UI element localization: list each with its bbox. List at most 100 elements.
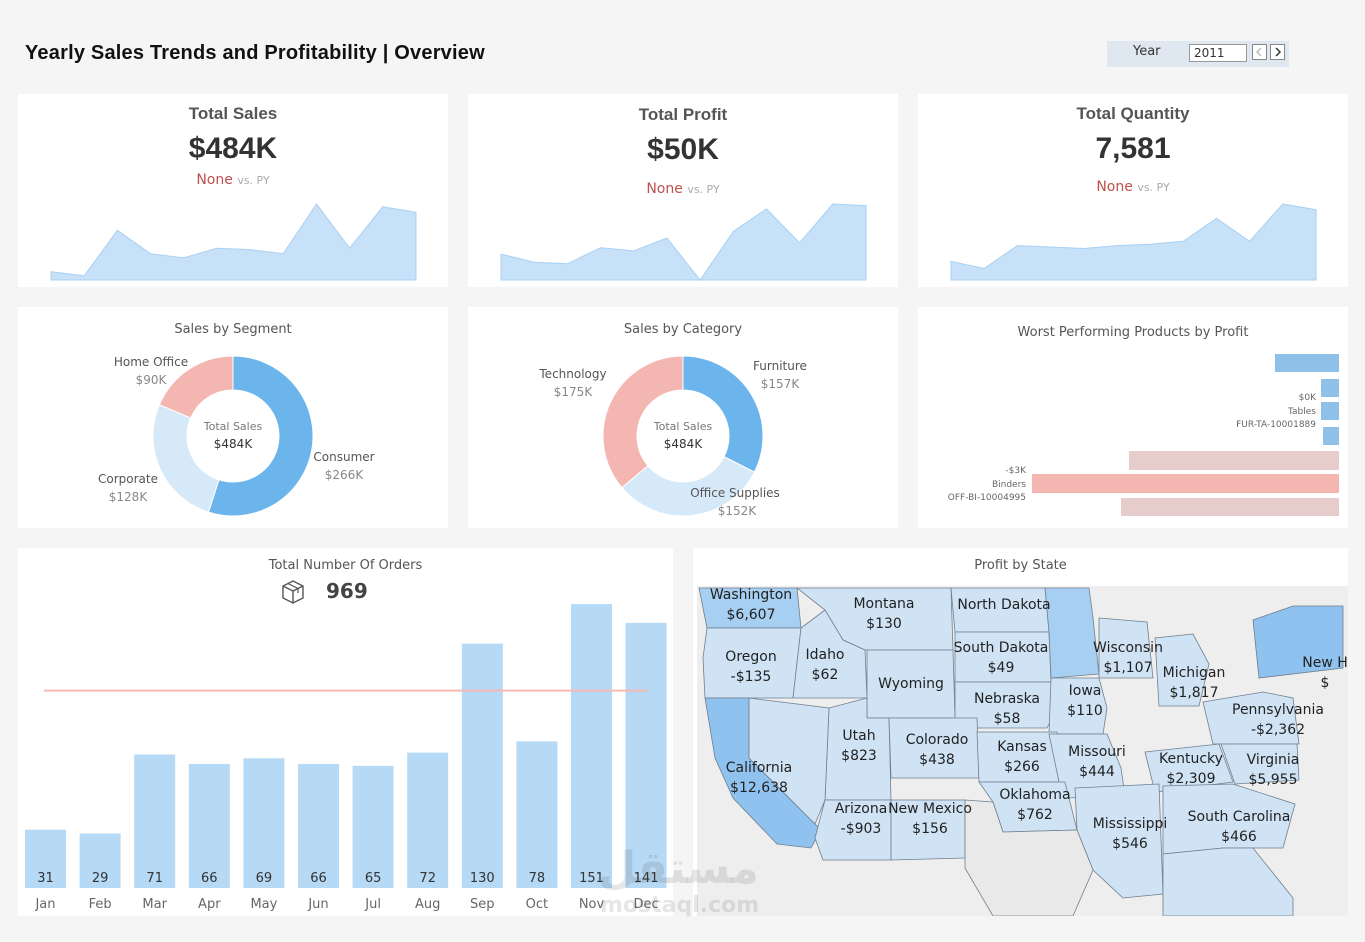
- state-profit-label: $2,309: [1167, 771, 1216, 787]
- orders-title: Total Number Of Orders: [268, 558, 423, 573]
- slice-value-office-supplies: $152K: [718, 504, 758, 518]
- worst-product-label: $0K: [1299, 393, 1317, 403]
- orders-bar-chart: 31 Jan 29 Feb 71 Mar 66 Apr 69 May 66 Jun 65 Jul 72 Aug…: [25, 604, 667, 912]
- chevron-left-icon[interactable]: [1252, 44, 1267, 60]
- state-arizona[interactable]: [814, 799, 892, 861]
- state-name-label: South Dakota: [954, 640, 1049, 656]
- year-filter: Year 2011: [1107, 41, 1289, 67]
- state-profit-label: $1,107: [1104, 660, 1153, 676]
- kpi-card-total-profit: Total Profit $50K None vs. PY: [468, 94, 898, 287]
- state-name-label: Washington: [710, 587, 792, 603]
- orders-bar-oct[interactable]: [516, 741, 558, 888]
- state-name-label: Oregon: [725, 649, 776, 665]
- kpi-title: Total Profit: [638, 105, 728, 124]
- state-profit-label: $823: [841, 748, 877, 764]
- sales-by-segment-panel: Sales by Segment Total Sales $484K Home …: [18, 307, 448, 528]
- donut-center-value: $484K: [664, 437, 704, 451]
- state-georgia-florida[interactable]: [1162, 847, 1294, 916]
- profit-by-state-panel: Profit by State: [693, 548, 1348, 916]
- orders-bar-value: 66: [201, 871, 218, 886]
- worst-product-bar[interactable]: [1321, 379, 1339, 397]
- orders-bar-value: 151: [579, 871, 604, 886]
- orders-bar-apr[interactable]: [188, 763, 230, 888]
- state-profit-label: $5,955: [1249, 772, 1298, 788]
- orders-bar-jun[interactable]: [298, 763, 339, 888]
- orders-bar-may[interactable]: [243, 758, 285, 888]
- worst-product-bar[interactable]: [1321, 402, 1339, 420]
- state-kentucky[interactable]: [1144, 743, 1234, 793]
- state-colorado[interactable]: [888, 717, 980, 779]
- donut-slice-office-supplies[interactable]: [621, 456, 756, 517]
- watermark-arabic: مستقل: [598, 843, 759, 894]
- orders-bar-value: 65: [365, 871, 382, 886]
- kpi-title: Total Quantity: [1076, 104, 1190, 123]
- donut-slice-consumer[interactable]: [207, 355, 314, 517]
- worst-products-title: Worst Performing Products by Profit: [1017, 325, 1249, 340]
- state-name-label: Wisconsin: [1093, 640, 1163, 656]
- package-icon: [282, 580, 304, 604]
- slice-label-office-supplies: Office Supplies: [690, 486, 780, 500]
- state-michigan[interactable]: [1154, 633, 1210, 707]
- orders-month-label: Feb: [89, 897, 112, 912]
- state-profit-label: $58: [994, 711, 1021, 727]
- state-name-label: Idaho: [805, 647, 844, 663]
- state-minnesota[interactable]: [1044, 587, 1100, 679]
- state-name-label: Virginia: [1247, 752, 1300, 768]
- worst-product-label: Binders: [992, 480, 1026, 490]
- slice-label-consumer: Consumer: [313, 450, 374, 464]
- state-profit-label: $6,607: [727, 607, 776, 623]
- donut-center-label: Total Sales: [653, 420, 713, 433]
- state-iowa[interactable]: [1048, 677, 1108, 735]
- chevron-right-icon[interactable]: [1270, 44, 1285, 60]
- state-texas[interactable]: [964, 799, 1094, 916]
- year-input[interactable]: 2011: [1189, 44, 1247, 62]
- state-name-label: Pennsylvania: [1232, 702, 1324, 718]
- state-profit-label: $1,817: [1170, 685, 1219, 701]
- sales-by-category-panel: Sales by Category Total Sales $484K Furn…: [468, 307, 898, 528]
- slice-label-furniture: Furniture: [753, 359, 807, 373]
- state-name-label: Utah: [842, 728, 875, 744]
- state-virginia[interactable]: [1220, 743, 1300, 785]
- worst-product-bar[interactable]: [1323, 427, 1339, 445]
- worst-product-bar[interactable]: [1129, 451, 1339, 470]
- orders-bar-aug[interactable]: [407, 752, 449, 888]
- kpi-delta: None vs. PY: [646, 181, 720, 197]
- state-name-label: Michigan: [1163, 665, 1226, 681]
- orders-bar-sep[interactable]: [461, 643, 503, 888]
- category-donut-chart: Total Sales $484K Furniture $157K Techno…: [538, 355, 807, 518]
- slice-value-technology: $175K: [554, 385, 594, 399]
- orders-bar-mar[interactable]: [134, 754, 176, 888]
- kpi-card-total-sales: Total Sales $484K None vs. PY: [18, 94, 448, 287]
- orders-month-label: Dec: [634, 897, 659, 912]
- state-pennsylvania[interactable]: [1202, 691, 1300, 745]
- worst-product-bar[interactable]: [1275, 354, 1339, 372]
- worst-product-bar[interactable]: [1032, 474, 1339, 493]
- orders-bar-nov[interactable]: [571, 604, 612, 888]
- orders-bar-jan[interactable]: [25, 829, 66, 888]
- donut-slice-furniture[interactable]: [682, 355, 764, 473]
- orders-month-label: Oct: [526, 897, 548, 912]
- state-nevada[interactable]: [748, 697, 830, 825]
- kpi-delta: None vs. PY: [1096, 179, 1170, 195]
- orders-bar-feb[interactable]: [79, 833, 121, 888]
- orders-bar-dec[interactable]: [625, 622, 667, 888]
- slice-value-home-office: $90K: [136, 373, 168, 387]
- orders-bar-jul[interactable]: [352, 765, 394, 888]
- orders-bar-value: 78: [529, 871, 546, 886]
- orders-bar-value: 69: [256, 871, 273, 886]
- state-name-label: Montana: [853, 596, 914, 612]
- state-idaho[interactable]: [792, 609, 868, 699]
- donut-slice-home-office[interactable]: [158, 355, 234, 419]
- worst-product-bar[interactable]: [1121, 498, 1339, 516]
- kpi-delta: None vs. PY: [196, 172, 270, 188]
- kpi-card-total-quantity: Total Quantity 7,581 None vs. PY: [918, 94, 1348, 287]
- state-new-york[interactable]: [1252, 605, 1344, 679]
- state-profit-label: $438: [919, 752, 955, 768]
- donut-slice-technology[interactable]: [602, 355, 684, 489]
- state-wisconsin[interactable]: [1098, 617, 1154, 679]
- orders-bar-value: 66: [310, 871, 327, 886]
- donut-center-label: Total Sales: [203, 420, 263, 433]
- state-name-label: New H: [1302, 655, 1348, 671]
- state-name-label: Wyoming: [878, 676, 944, 692]
- kpi-value: 7,581: [1095, 132, 1171, 165]
